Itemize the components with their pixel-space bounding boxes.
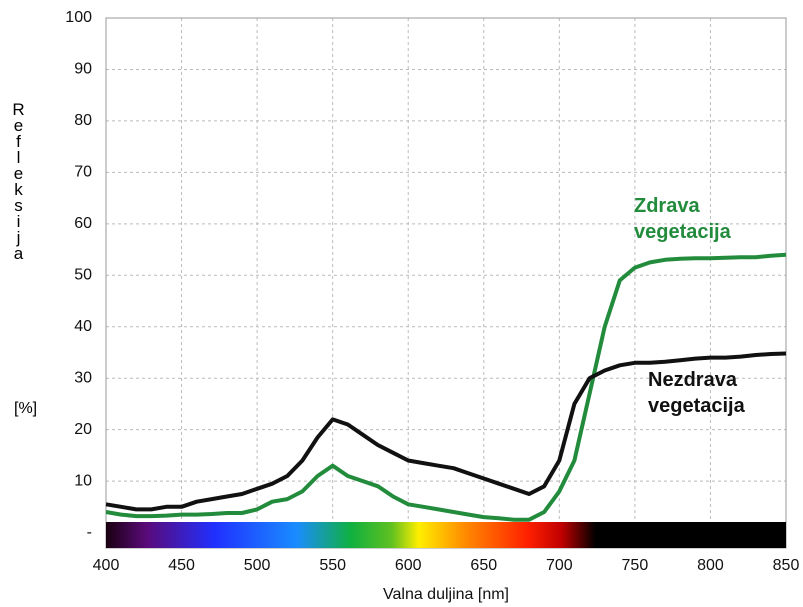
y-tick-label: 60 bbox=[74, 215, 92, 232]
series-line bbox=[105, 252, 787, 522]
x-tick-label: 600 bbox=[395, 557, 422, 574]
x-tick-label: 700 bbox=[546, 557, 573, 574]
y-tick-label: 40 bbox=[74, 318, 92, 335]
y-axis-label: Refleksija bbox=[9, 100, 28, 260]
y-tick-label: 80 bbox=[74, 112, 92, 129]
series-line bbox=[105, 351, 787, 512]
series-label: Nezdrava vegetacija bbox=[648, 369, 745, 417]
y-tick-label: 100 bbox=[65, 9, 92, 26]
y-axis-unit: [%] bbox=[14, 400, 38, 417]
y-tick-label: 90 bbox=[74, 61, 92, 78]
y-tick-label: 10 bbox=[74, 472, 92, 489]
y-tick-label: 70 bbox=[74, 164, 92, 181]
x-tick-label: 400 bbox=[93, 557, 120, 574]
x-tick-label: 500 bbox=[244, 557, 271, 574]
x-axis-label: Valna duljina [nm] bbox=[383, 586, 509, 603]
spectrum-bar bbox=[106, 522, 786, 548]
series-label: Zdrava vegetacija bbox=[634, 195, 731, 243]
x-tick-label: 450 bbox=[168, 557, 195, 574]
y-tick-label: 50 bbox=[74, 267, 92, 284]
y-tick-label: 30 bbox=[74, 369, 92, 386]
x-tick-label: 800 bbox=[697, 557, 724, 574]
x-tick-label: 650 bbox=[470, 557, 497, 574]
y-tick-label: - bbox=[87, 524, 92, 541]
x-tick-label: 750 bbox=[622, 557, 649, 574]
y-tick-label: 20 bbox=[74, 421, 92, 438]
x-tick-label: 850 bbox=[773, 557, 800, 574]
x-tick-label: 550 bbox=[319, 557, 346, 574]
